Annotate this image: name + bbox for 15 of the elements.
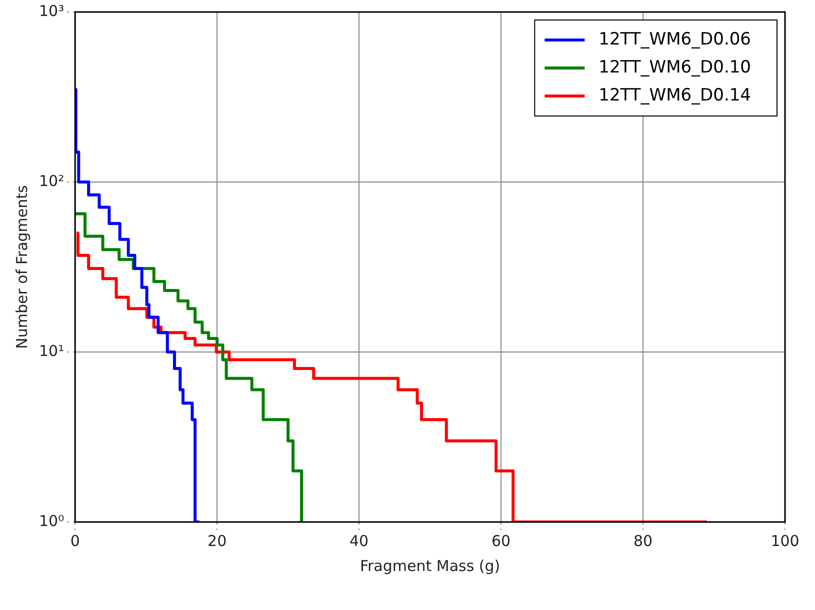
- x-tick-label: 80: [633, 532, 653, 550]
- y-tick-label: 10¹: [38, 342, 64, 360]
- legend-label: 12TT_WM6_D0.14: [598, 85, 752, 106]
- x-tick-label: 60: [491, 532, 511, 550]
- y-tick-label: 10²: [38, 172, 64, 190]
- x-tick-label: 40: [350, 532, 369, 550]
- x-tick-label: 0: [70, 532, 80, 550]
- legend-label: 12TT_WM6_D0.10: [598, 57, 752, 78]
- y-tick-label: 10³: [38, 2, 64, 20]
- y-tick-label: 10⁰: [38, 512, 64, 530]
- x-tick-label: 20: [208, 532, 227, 550]
- y-axis-title: Number of Fragments: [12, 184, 31, 349]
- x-axis-title: Fragment Mass (g): [360, 556, 500, 575]
- legend-label: 12TT_WM6_D0.06: [598, 29, 752, 50]
- x-tick-label: 100: [770, 532, 800, 550]
